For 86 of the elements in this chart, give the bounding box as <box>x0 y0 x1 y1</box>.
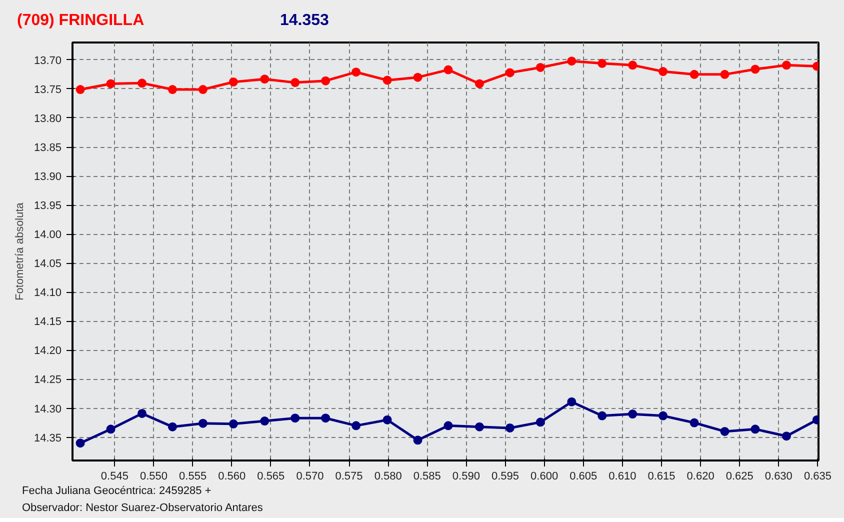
x-tick-label: 0.600 <box>530 470 558 482</box>
y-tick-label: 14.15 <box>34 316 62 328</box>
point <box>505 68 514 78</box>
point <box>750 64 760 74</box>
x-tick-label: 0.575 <box>335 470 363 482</box>
point <box>720 70 730 79</box>
x-tick-label: 0.615 <box>648 470 676 482</box>
y-tick-label: 13.95 <box>34 200 62 212</box>
y-tick-label: 14.20 <box>34 345 62 358</box>
point <box>106 424 116 434</box>
x-tick-label: 0.565 <box>257 470 285 482</box>
point <box>690 70 699 79</box>
chart-title: (709) FRINGILLA <box>17 11 144 31</box>
point <box>321 76 330 86</box>
point <box>76 85 85 94</box>
text: Observador: Nestor Suarez-Observatorio Antares <box>22 501 263 516</box>
x-tick-label: 0.570 <box>296 470 324 482</box>
y-tick-label: 14.00 <box>34 229 62 242</box>
x-tick-label: 0.545 <box>100 470 128 482</box>
y-tick-label: 14.35 <box>34 432 62 444</box>
x-tick-label: 0.605 <box>570 470 598 482</box>
point <box>76 438 85 448</box>
point <box>782 432 791 441</box>
point <box>690 418 699 428</box>
point <box>321 414 330 423</box>
x-tick-label: 0.630 <box>764 470 792 482</box>
y-tick-label: 14.30 <box>34 403 62 416</box>
point <box>260 416 270 426</box>
point <box>228 419 238 428</box>
point <box>782 60 791 70</box>
point <box>444 65 453 74</box>
point <box>750 424 760 434</box>
y-tick-label: 14.10 <box>34 287 62 300</box>
y-tick-label: 13.70 <box>34 54 62 67</box>
point <box>536 418 545 427</box>
point <box>198 85 208 94</box>
x-tick-label: 0.595 <box>491 470 520 482</box>
point <box>106 79 116 88</box>
point <box>413 436 422 445</box>
point <box>352 68 361 77</box>
point <box>474 79 484 88</box>
chart-subtitle: 14.353 <box>280 11 329 31</box>
x-tick-label: 0.590 <box>452 470 480 482</box>
x-tick-label: 0.635 <box>804 470 832 482</box>
x-tick-label: 0.560 <box>218 470 246 482</box>
y-tick-label: 14.05 <box>34 258 62 270</box>
point <box>598 411 607 420</box>
point <box>658 67 668 76</box>
point <box>474 422 484 432</box>
point <box>720 426 730 436</box>
point <box>138 408 147 418</box>
text: Fecha Juliana Geocéntrica: 2459285 + <box>22 484 212 499</box>
x-tick-label: 0.580 <box>374 470 402 482</box>
x-tick-label: 0.555 <box>179 470 207 482</box>
point <box>628 60 638 70</box>
point <box>198 418 208 428</box>
point <box>567 56 576 66</box>
x-tick-label: 0.610 <box>608 470 636 482</box>
point <box>138 78 147 88</box>
point <box>228 77 238 86</box>
point <box>505 423 514 432</box>
x-tick-label: 0.585 <box>413 470 441 482</box>
point <box>352 421 361 430</box>
x-tick-label: 0.625 <box>726 470 754 482</box>
x-tick-label: 0.550 <box>140 470 168 482</box>
point <box>382 415 392 424</box>
y-axis-title: Fotometría absoluta <box>14 202 26 300</box>
point <box>658 411 668 420</box>
y-tick-label: 13.75 <box>34 84 62 96</box>
point <box>628 410 638 419</box>
y-tick-label: 14.25 <box>34 374 62 386</box>
point <box>536 62 545 72</box>
point <box>382 76 392 85</box>
y-tick-label: 13.90 <box>34 171 62 184</box>
point <box>168 85 177 94</box>
x-tick-label: 0.620 <box>686 470 714 482</box>
point <box>598 58 607 68</box>
point <box>444 421 453 430</box>
y-tick-label: 13.80 <box>34 112 62 125</box>
point <box>290 414 300 423</box>
y-tick-label: 13.85 <box>34 142 62 154</box>
point <box>567 397 576 406</box>
point <box>260 74 270 84</box>
point <box>413 72 422 82</box>
point <box>168 422 177 432</box>
point <box>290 78 300 88</box>
